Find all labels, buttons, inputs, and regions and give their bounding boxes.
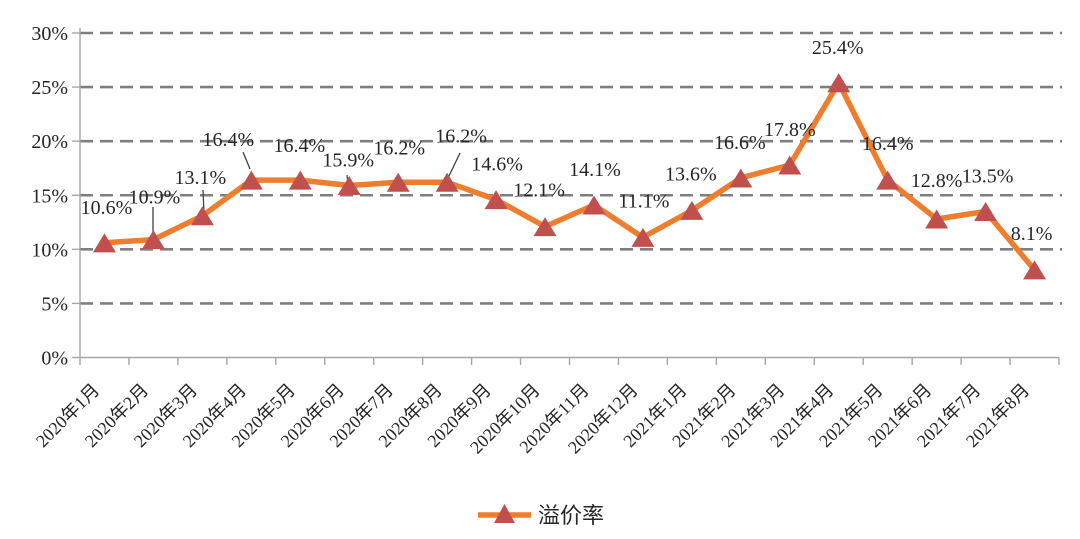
data-point-marker bbox=[141, 230, 165, 250]
data-label: 14.6% bbox=[471, 154, 523, 176]
y-axis-tick-label: 0% bbox=[41, 348, 68, 370]
data-label: 13.6% bbox=[665, 163, 717, 185]
data-point-marker bbox=[288, 170, 312, 190]
y-axis-tick-label: 15% bbox=[31, 185, 68, 207]
data-labels-layer: 10.6%10.9%13.1%16.4% 16.4%15.9%16.2%16.2%… bbox=[81, 37, 1053, 245]
data-point-marker bbox=[876, 170, 900, 190]
data-label: 16.6% bbox=[714, 132, 766, 154]
data-label: 16.2% bbox=[373, 137, 425, 159]
y-axis-tick-label: 20% bbox=[31, 131, 68, 153]
data-label: 13.5% bbox=[962, 165, 1014, 187]
y-axis-tick-label: 5% bbox=[41, 293, 68, 315]
data-point-marker bbox=[533, 217, 557, 237]
data-point-marker bbox=[925, 209, 949, 229]
data-point-marker bbox=[386, 172, 410, 192]
data-label: 16.4% bbox=[273, 135, 325, 157]
axes-layer bbox=[72, 28, 1060, 365]
label-leader-line bbox=[447, 152, 461, 179]
data-point-markers bbox=[92, 73, 1047, 280]
data-point-marker bbox=[337, 176, 361, 196]
data-label: 12.1% bbox=[513, 180, 565, 202]
data-point-marker bbox=[484, 190, 508, 210]
data-label: 13.1% bbox=[175, 167, 227, 189]
legend-triangle-marker-icon bbox=[494, 504, 515, 523]
gridlines-layer bbox=[80, 31, 1062, 305]
data-label: 15.9% bbox=[322, 150, 374, 172]
y-axis-tick-label: 30% bbox=[31, 23, 68, 45]
data-point-marker bbox=[92, 233, 116, 253]
data-point-marker bbox=[778, 155, 802, 175]
data-label: 16.4% bbox=[862, 133, 914, 155]
data-label: 12.8% bbox=[911, 170, 963, 192]
data-point-marker bbox=[239, 170, 263, 190]
data-label: 10.9% bbox=[129, 187, 181, 209]
x-axis-labels: 2020年1月2020年2月2020年3月2020年4月2020年5月2020年… bbox=[32, 380, 1033, 458]
data-point-marker bbox=[680, 200, 704, 220]
data-label: 17.8% bbox=[764, 119, 816, 141]
label-leader-line bbox=[242, 151, 251, 170]
y-axis-tick-label: 10% bbox=[31, 239, 68, 261]
data-point-marker bbox=[729, 168, 753, 188]
y-axis-tick-label: 25% bbox=[31, 77, 68, 99]
data-label: 16.4% bbox=[202, 129, 254, 151]
data-label: 16.2% bbox=[435, 125, 487, 147]
series-premium-rate bbox=[101, 80, 1038, 273]
legend: 溢价率 bbox=[478, 503, 604, 528]
data-point-marker bbox=[974, 201, 998, 221]
data-point-marker bbox=[435, 172, 459, 192]
data-point-marker bbox=[190, 206, 214, 226]
data-point-marker bbox=[827, 73, 851, 93]
data-label: 14.1% bbox=[569, 159, 621, 181]
data-point-marker bbox=[1023, 260, 1047, 280]
data-label: 25.4% bbox=[812, 37, 864, 59]
data-label: 10.6% bbox=[81, 197, 133, 219]
y-axis-labels: 0% 5% 10% 15% 20% 25% 30% bbox=[31, 23, 68, 370]
data-point-marker bbox=[631, 227, 655, 247]
data-label: 11.1% bbox=[618, 190, 669, 212]
data-point-marker bbox=[582, 195, 606, 215]
series-line bbox=[101, 80, 1038, 273]
legend-label: 溢价率 bbox=[538, 503, 604, 528]
data-label: 8.1% bbox=[1011, 223, 1053, 245]
